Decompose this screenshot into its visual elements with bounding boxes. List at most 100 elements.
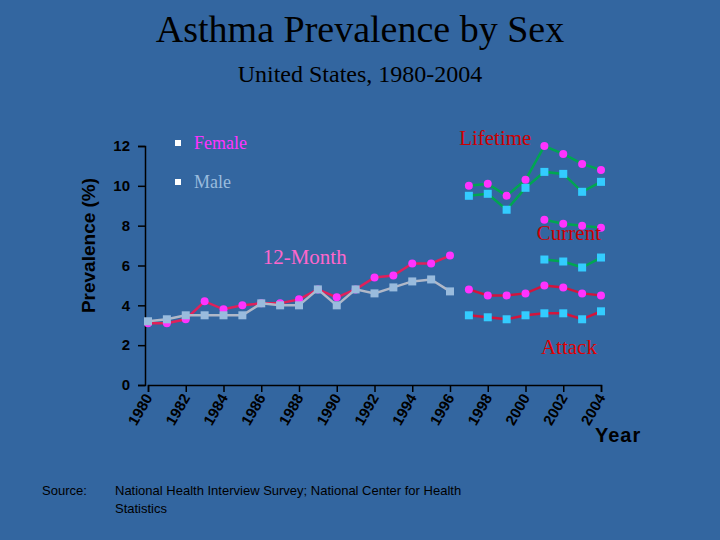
y-tick-mark xyxy=(138,146,145,148)
data-point xyxy=(503,315,511,323)
data-point xyxy=(503,206,511,214)
x-tick: 1998 xyxy=(464,385,495,428)
x-tick: 1986 xyxy=(237,385,268,428)
annotation: Lifetime xyxy=(459,126,531,150)
data-point xyxy=(408,260,416,268)
y-tick-label: 12 xyxy=(113,137,130,154)
x-tick-label: 1984 xyxy=(200,390,232,428)
x-tick-mark xyxy=(601,385,603,392)
data-point xyxy=(597,166,605,174)
annotation: Attack xyxy=(541,335,597,359)
x-tick-label: 2002 xyxy=(539,391,570,428)
data-point xyxy=(333,293,341,301)
y-tick-mark xyxy=(138,385,145,387)
x-tick: 1992 xyxy=(351,385,382,428)
data-point xyxy=(276,301,284,309)
series-line xyxy=(544,258,601,268)
data-point xyxy=(559,283,567,291)
data-point xyxy=(314,285,322,293)
data-point xyxy=(597,307,605,315)
data-point xyxy=(484,313,492,321)
data-point xyxy=(465,285,473,293)
annotation: 12-Month xyxy=(263,245,348,269)
y-tick: 6 xyxy=(122,257,145,274)
data-point xyxy=(578,160,586,168)
series xyxy=(465,307,605,323)
x-tick-label: 1998 xyxy=(464,391,495,428)
data-point xyxy=(578,263,586,271)
series xyxy=(465,142,605,200)
data-point xyxy=(503,291,511,299)
series xyxy=(144,275,454,325)
data-point xyxy=(295,301,303,309)
y-tick-mark xyxy=(138,186,145,188)
data-point xyxy=(597,254,605,262)
annotation: Current xyxy=(537,221,601,245)
data-point xyxy=(484,190,492,198)
data-point xyxy=(559,258,567,266)
x-tick-label: 1996 xyxy=(426,391,457,428)
annotations: Lifetime Current 12-Month Attack xyxy=(263,126,601,359)
series xyxy=(465,168,605,214)
data-point xyxy=(540,142,548,150)
source-label: Source: xyxy=(42,483,87,498)
x-tick-mark xyxy=(186,385,188,392)
data-point xyxy=(446,287,454,295)
x-tick: 1982 xyxy=(162,385,193,428)
data-point xyxy=(559,309,567,317)
data-point xyxy=(540,281,548,289)
source-text: Statistics xyxy=(115,501,168,516)
data-point xyxy=(201,311,209,319)
x-axis: 1980198219841986198819901992199419961998… xyxy=(124,385,609,428)
x-tick-mark xyxy=(337,385,339,392)
x-tick-mark xyxy=(374,385,376,392)
data-point xyxy=(597,178,605,186)
y-tick-label: 0 xyxy=(122,376,130,393)
data-point xyxy=(257,299,265,307)
data-point xyxy=(484,291,492,299)
y-axis: 024681012 xyxy=(113,137,145,393)
data-point xyxy=(540,256,548,264)
x-tick-mark xyxy=(488,385,490,392)
series-line xyxy=(148,279,450,321)
x-tick-label: 1988 xyxy=(275,391,306,428)
data-point xyxy=(163,315,171,323)
data-point xyxy=(352,285,360,293)
x-tick: 1996 xyxy=(426,385,457,428)
data-point xyxy=(522,184,530,192)
data-point xyxy=(314,285,322,293)
data-point xyxy=(238,311,246,319)
y-tick-label: 6 xyxy=(122,257,130,274)
data-point xyxy=(597,291,605,299)
x-tick-label: 1992 xyxy=(351,391,382,428)
x-tick-mark xyxy=(450,385,452,392)
data-point xyxy=(559,150,567,158)
data-point xyxy=(522,176,530,184)
x-tick: 1984 xyxy=(200,385,232,428)
x-tick-label: 1980 xyxy=(124,391,155,428)
y-tick: 8 xyxy=(122,217,145,234)
series-line xyxy=(469,172,601,210)
subtitle: United States, 1980-2004 xyxy=(238,61,483,87)
data-point xyxy=(352,285,360,293)
y-axis-title: Prevalence (%) xyxy=(78,178,99,313)
y-tick-label: 10 xyxy=(113,177,130,194)
data-point xyxy=(333,301,341,309)
y-tick-mark xyxy=(138,345,145,347)
data-point xyxy=(522,289,530,297)
y-axis-line xyxy=(138,147,146,386)
y-tick-mark xyxy=(138,305,145,307)
data-point xyxy=(578,289,586,297)
x-tick-mark xyxy=(299,385,301,392)
x-axis-title: Year xyxy=(595,424,641,446)
series xyxy=(540,254,605,272)
x-tick-label: 2004 xyxy=(577,390,609,428)
legend-swatch xyxy=(175,140,181,146)
legend-label: Female xyxy=(194,133,247,153)
data-point xyxy=(182,311,190,319)
x-tick-mark xyxy=(563,385,565,392)
x-tick-label: 2000 xyxy=(502,391,533,428)
x-tick-label: 1982 xyxy=(162,391,193,428)
data-point xyxy=(578,188,586,196)
legend-swatch xyxy=(175,179,181,185)
